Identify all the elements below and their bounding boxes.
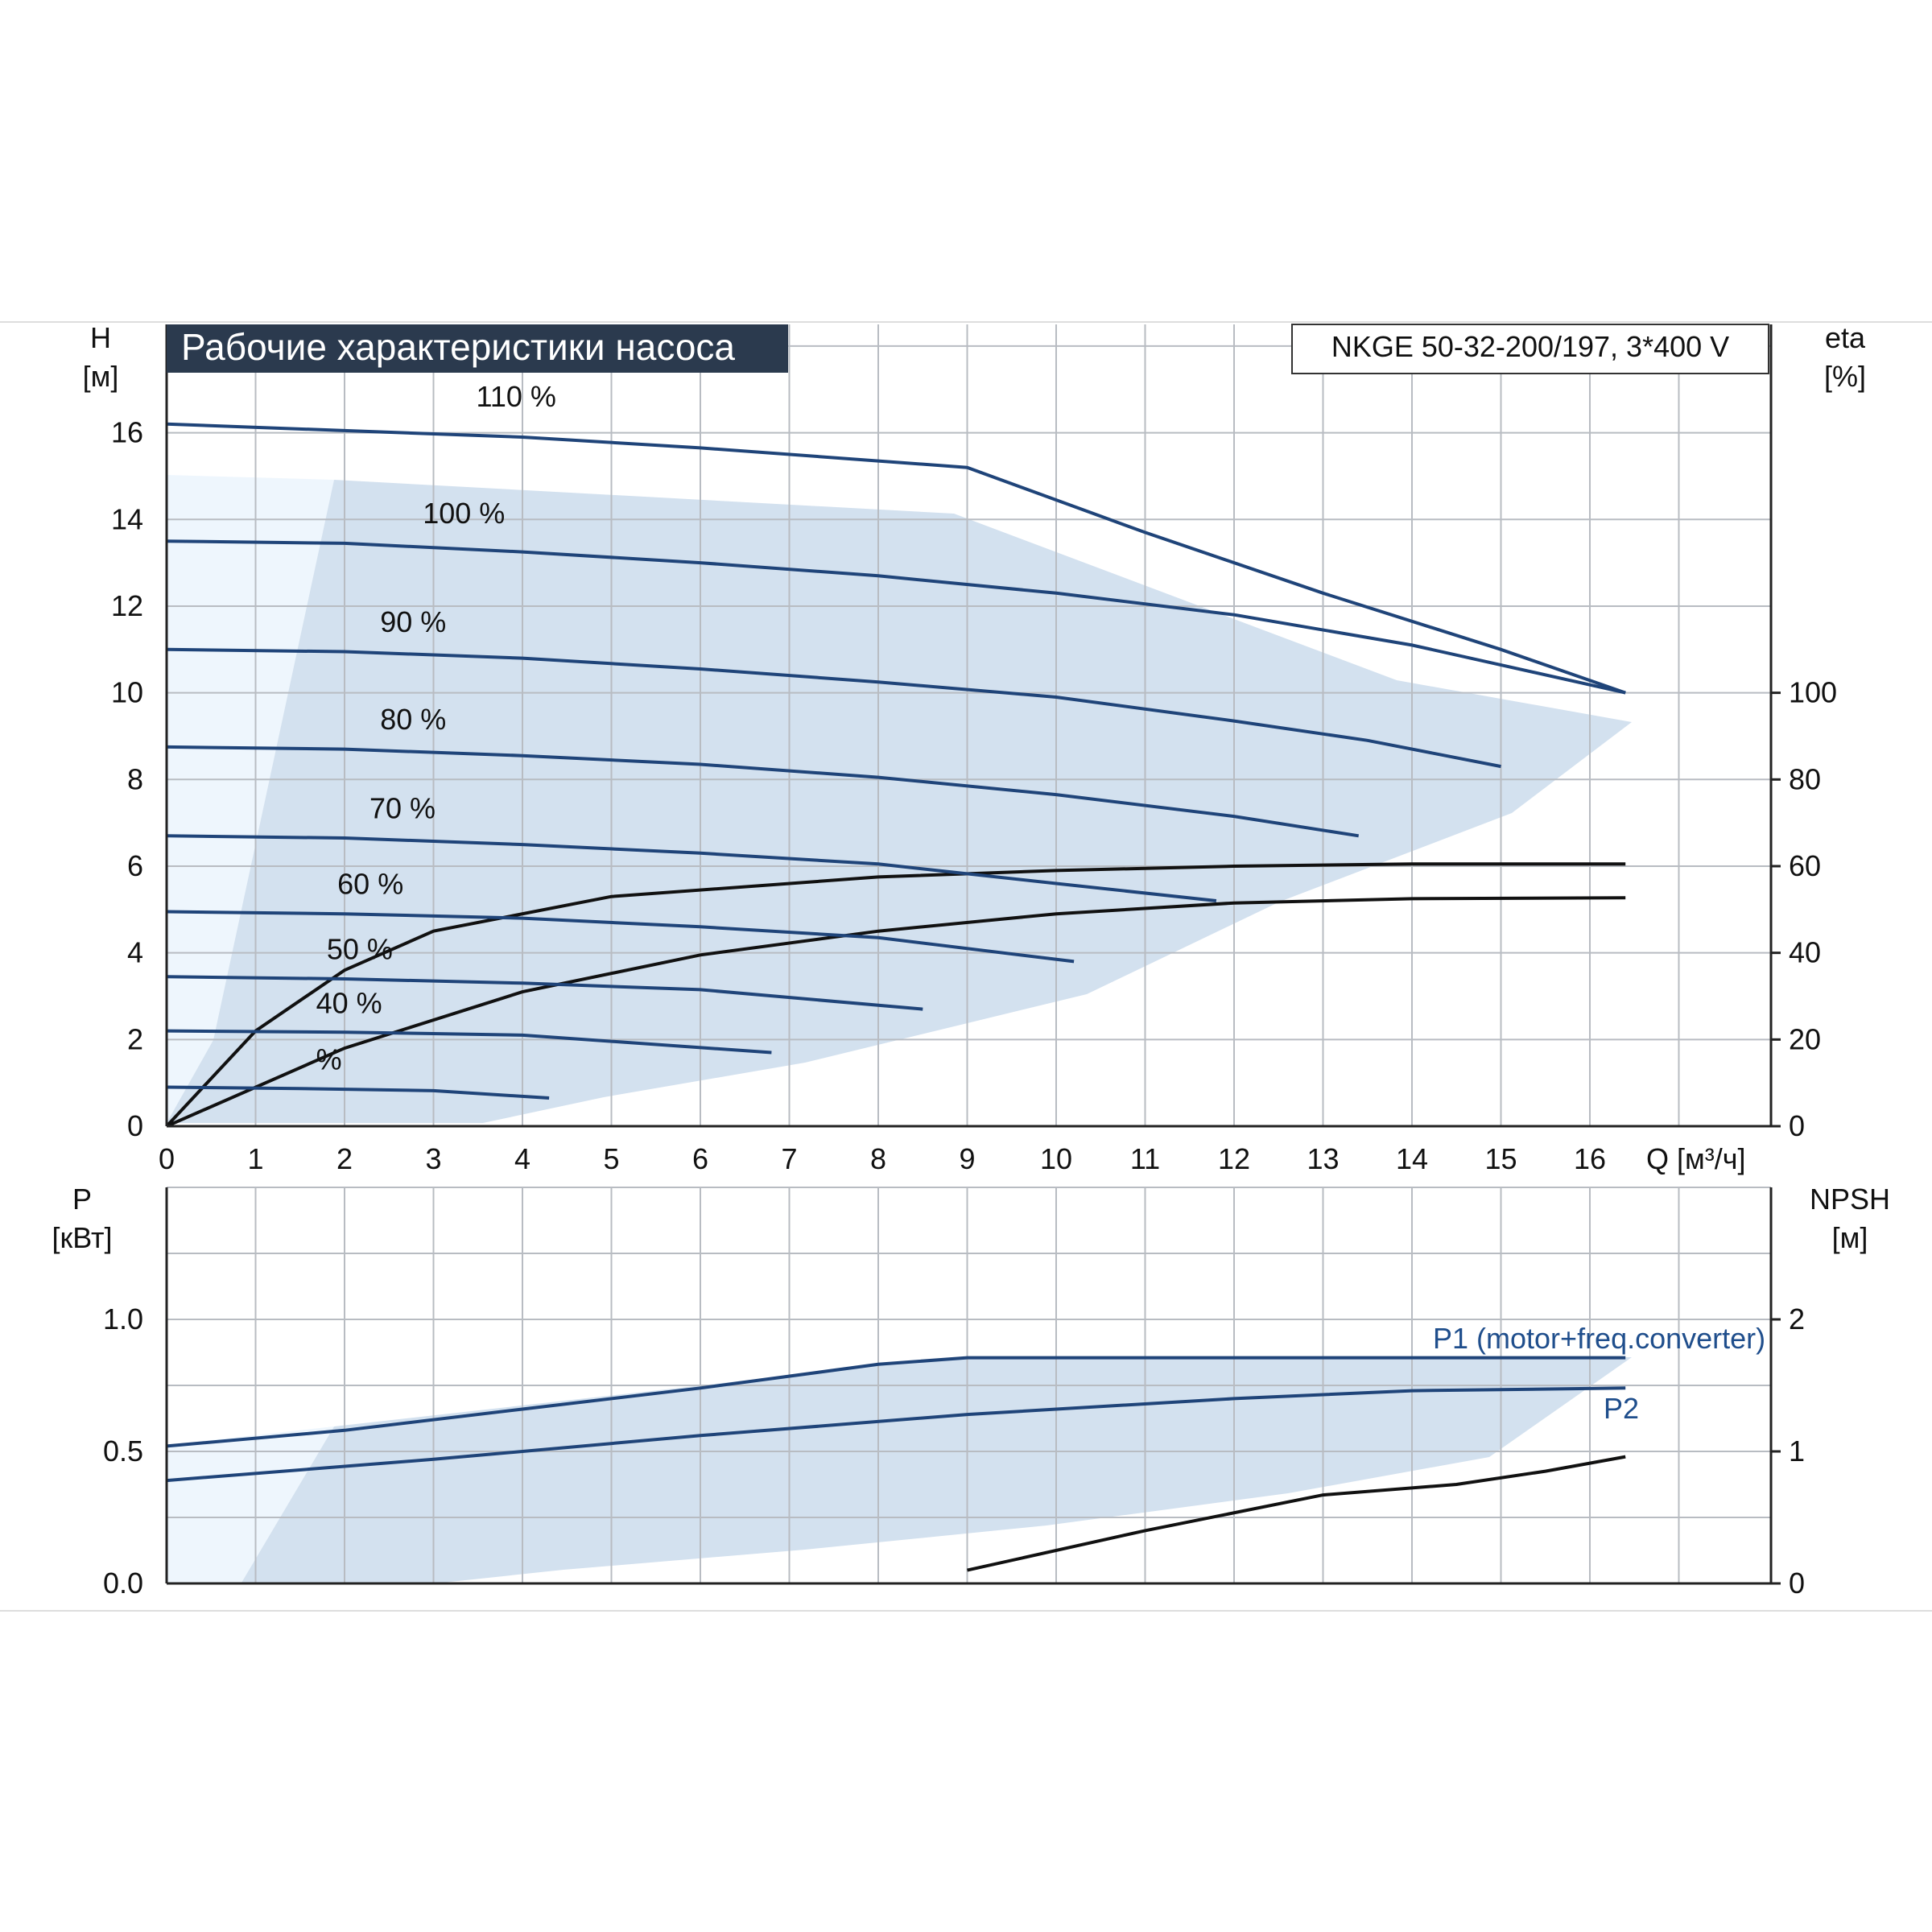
y2-tick-label: 80 bbox=[1789, 762, 1821, 795]
y-tick-label: 16 bbox=[111, 416, 143, 449]
speed-label: 70 % bbox=[369, 791, 436, 824]
x-tick-label: 12 bbox=[1218, 1142, 1250, 1175]
speed-label: 90 % bbox=[380, 605, 446, 638]
npsh-curve bbox=[967, 1455, 1626, 1572]
y-tick-label: 4 bbox=[127, 936, 143, 969]
model-box bbox=[1291, 324, 1769, 374]
power-curves bbox=[167, 1356, 1626, 1572]
npsh-tick-label: 0 bbox=[1789, 1567, 1805, 1600]
operating-range-area bbox=[167, 480, 1632, 1123]
npsh-tick-label: 2 bbox=[1789, 1302, 1805, 1335]
x-tick-label: 6 bbox=[692, 1142, 708, 1175]
x-tick-label: 11 bbox=[1130, 1142, 1160, 1175]
power-range-area bbox=[242, 1357, 1632, 1583]
y-tick-label: 2 bbox=[127, 1022, 143, 1055]
x-tick-label: 9 bbox=[959, 1142, 975, 1175]
npsh-axis-label: NPSH bbox=[1810, 1183, 1890, 1216]
x-tick-label: 16 bbox=[1574, 1142, 1606, 1175]
p-tick-label: 0.5 bbox=[103, 1435, 143, 1468]
speed-label: 80 % bbox=[380, 703, 446, 736]
bottom-axis-ticks: 0.0 0.5 1.0 0 1 2 bbox=[103, 1302, 1805, 1600]
head-curve bbox=[167, 975, 923, 1011]
head-curve bbox=[167, 647, 1501, 769]
x-tick-label: 2 bbox=[336, 1142, 353, 1175]
speed-label: 110 % bbox=[477, 380, 556, 413]
y-tick-label: 6 bbox=[127, 849, 143, 882]
chart-title: Рабочие характеристики насоса bbox=[181, 326, 735, 368]
x-tick-label: 1 bbox=[247, 1142, 263, 1175]
y2-tick-label: 40 bbox=[1789, 936, 1821, 969]
speed-label: 100 % bbox=[423, 497, 505, 530]
head-curve bbox=[167, 539, 1626, 695]
x-tick-label: 13 bbox=[1307, 1142, 1339, 1175]
head-curve bbox=[167, 745, 1360, 838]
p-axis-label: P bbox=[72, 1183, 92, 1216]
head-curve bbox=[167, 834, 1217, 902]
y-axis-label: H bbox=[90, 321, 111, 354]
y2-axis-label: eta bbox=[1825, 321, 1866, 354]
npsh-axis-unit: [м] bbox=[1832, 1221, 1868, 1254]
y-tick-label: 10 bbox=[111, 676, 143, 709]
y-tick-label: 8 bbox=[127, 762, 143, 795]
head-curve bbox=[167, 1029, 772, 1055]
speed-label: 60 % bbox=[337, 868, 403, 901]
light-range-area bbox=[167, 475, 334, 1123]
y2-axis-unit: [%] bbox=[1824, 360, 1866, 393]
y2-tick-label: 0 bbox=[1789, 1109, 1805, 1142]
head-curves bbox=[167, 422, 1626, 1100]
p-tick-label: 1.0 bbox=[103, 1302, 143, 1335]
head-curve bbox=[167, 422, 1626, 695]
y-tick-label: 14 bbox=[111, 502, 143, 535]
power-curve bbox=[167, 1386, 1626, 1483]
y-tick-label: 0 bbox=[127, 1109, 143, 1142]
power-curve bbox=[167, 1356, 1626, 1448]
title-banner bbox=[167, 324, 788, 373]
x-tick-label: 4 bbox=[514, 1142, 530, 1175]
y-axis-unit: [м] bbox=[83, 360, 119, 393]
efficiency-curve bbox=[167, 862, 1626, 1126]
x-tick-label: 14 bbox=[1396, 1142, 1428, 1175]
x-axis-label: Q [м³/ч] bbox=[1646, 1142, 1746, 1175]
p2-series-label: P2 bbox=[1604, 1392, 1639, 1425]
efficiency-curves bbox=[167, 862, 1626, 1126]
x-tick-label: 7 bbox=[781, 1142, 797, 1175]
head-curve bbox=[167, 1085, 550, 1100]
x-tick-label: 3 bbox=[425, 1142, 441, 1175]
grid-bottom bbox=[167, 1187, 1771, 1583]
model-label: NKGE 50-32-200/197, 3*400 V bbox=[1331, 330, 1729, 363]
p-tick-label: 0.0 bbox=[103, 1567, 143, 1600]
head-curve bbox=[167, 910, 1075, 964]
efficiency-curve bbox=[167, 896, 1626, 1126]
speed-labels: 110 % 100 % 90 % 80 % 70 % 60 % 50 % 40 %% bbox=[316, 380, 556, 1076]
speed-label: 40 % bbox=[316, 987, 382, 1020]
head-efficiency-panel: 0 1 2 3 4 5 6 7 8 9 10 11 12 13 14 15 160246810121416020… bbox=[83, 321, 1866, 1175]
x-tick-label: 8 bbox=[870, 1142, 886, 1175]
y-tick-label: 12 bbox=[111, 589, 143, 622]
speed-label: 50 % bbox=[327, 932, 393, 965]
top-axis-ticks: 0 1 2 3 4 5 6 7 8 9 10 11 12 13 14 15 160246810121416020… bbox=[111, 416, 1837, 1175]
p-axis-unit: [кВт] bbox=[52, 1221, 112, 1254]
npsh-tick-label: 1 bbox=[1789, 1435, 1805, 1468]
p1-series-label: P1 (motor+freq.converter) bbox=[1433, 1322, 1765, 1355]
y2-tick-label: 60 bbox=[1789, 849, 1821, 882]
power-npsh-panel: 0.0 0.5 1.0 0 1 2 P [кВт] NPSH [м] P1 (motor+… bbox=[52, 1183, 1890, 1600]
power-light-area bbox=[167, 1426, 334, 1583]
x-tick-label: 10 bbox=[1040, 1142, 1072, 1175]
x-tick-label: 0 bbox=[159, 1142, 175, 1175]
x-tick-label: 5 bbox=[603, 1142, 619, 1175]
x-tick-label: 15 bbox=[1484, 1142, 1517, 1175]
y2-tick-label: 20 bbox=[1789, 1022, 1821, 1055]
y2-tick-label: 100 bbox=[1789, 676, 1837, 709]
speed-label: % bbox=[316, 1043, 342, 1076]
